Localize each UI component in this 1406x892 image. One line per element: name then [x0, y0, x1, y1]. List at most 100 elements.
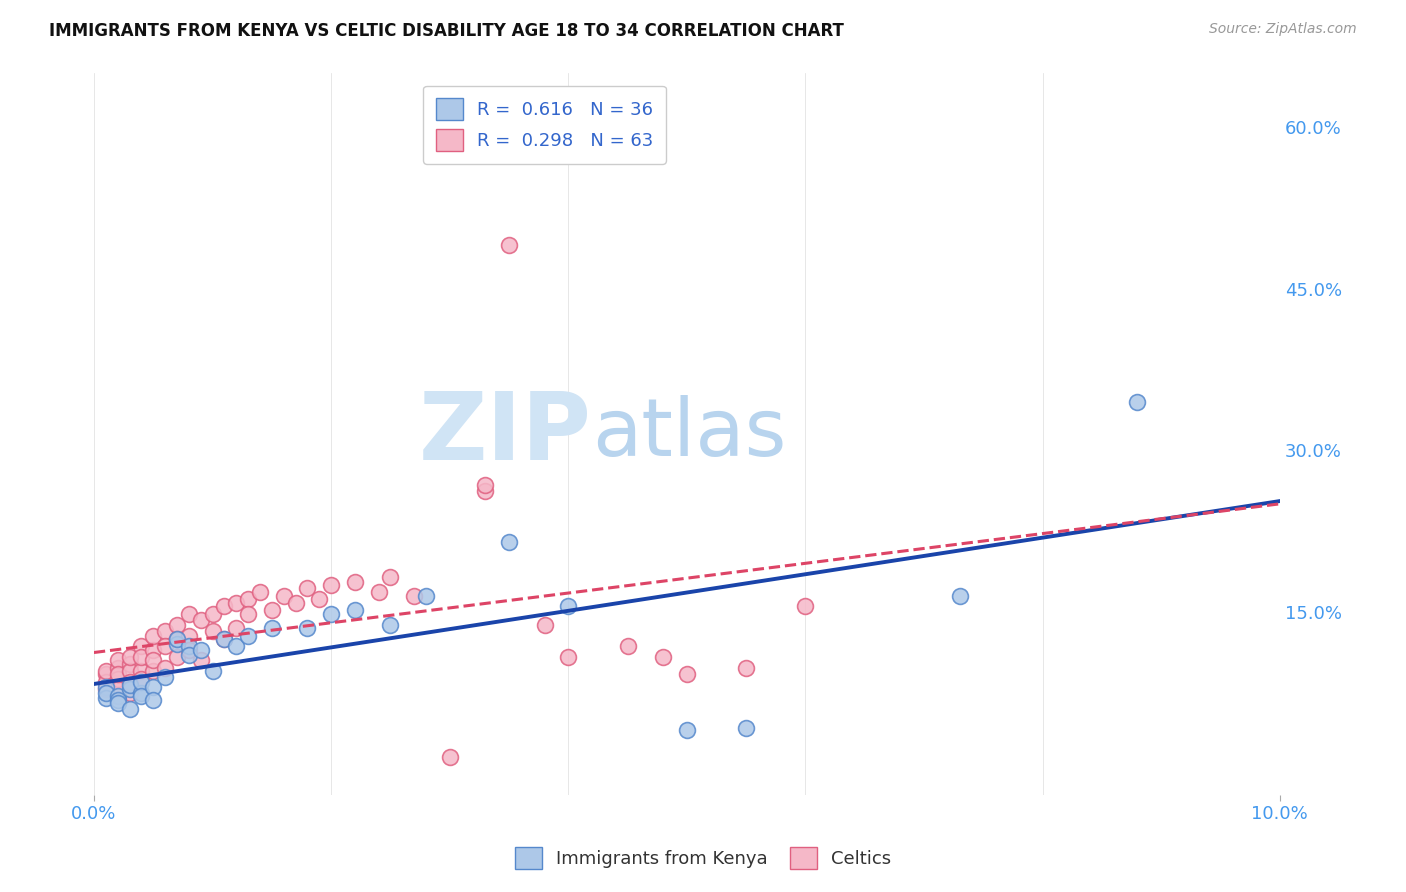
Point — [131, 650, 153, 665]
Point — [131, 689, 153, 703]
Legend: Immigrants from Kenya, Celtics: Immigrants from Kenya, Celtics — [506, 838, 900, 879]
Point — [107, 693, 129, 707]
Text: Source: ZipAtlas.com: Source: ZipAtlas.com — [1209, 22, 1357, 37]
Point — [557, 650, 579, 665]
Point — [153, 661, 176, 675]
Point — [118, 650, 141, 665]
Point — [94, 682, 117, 697]
Point — [107, 667, 129, 681]
Point — [94, 681, 117, 695]
Point — [94, 664, 117, 678]
Text: IMMIGRANTS FROM KENYA VS CELTIC DISABILITY AGE 18 TO 34 CORRELATION CHART: IMMIGRANTS FROM KENYA VS CELTIC DISABILI… — [49, 22, 844, 40]
Point — [225, 596, 247, 610]
Point — [142, 653, 165, 667]
Point — [949, 589, 972, 603]
Point — [118, 657, 141, 671]
Point — [131, 674, 153, 689]
Point — [153, 624, 176, 639]
Point — [201, 624, 224, 639]
Point — [118, 682, 141, 697]
Point — [214, 632, 236, 646]
Point — [225, 640, 247, 654]
Text: ZIP: ZIP — [419, 388, 592, 480]
Text: atlas: atlas — [592, 395, 786, 473]
Point — [153, 669, 176, 683]
Point — [236, 591, 259, 606]
Point — [676, 723, 699, 738]
Point — [177, 640, 200, 654]
Point — [201, 664, 224, 678]
Point — [107, 682, 129, 697]
Point — [273, 589, 295, 603]
Point — [142, 642, 165, 657]
Point — [404, 589, 426, 603]
Point — [652, 650, 675, 665]
Point — [474, 477, 496, 491]
Point — [735, 661, 758, 675]
Point — [94, 674, 117, 689]
Point — [343, 574, 366, 589]
Point — [236, 607, 259, 621]
Point — [284, 596, 307, 610]
Point — [131, 664, 153, 678]
Point — [260, 603, 283, 617]
Point — [498, 238, 520, 252]
Point — [214, 599, 236, 614]
Point — [166, 617, 188, 632]
Point — [94, 691, 117, 706]
Point — [118, 686, 141, 700]
Point — [177, 629, 200, 643]
Point — [118, 678, 141, 692]
Point — [225, 621, 247, 635]
Point — [190, 653, 212, 667]
Point — [439, 750, 461, 764]
Point — [380, 617, 402, 632]
Point — [166, 632, 188, 646]
Point — [498, 534, 520, 549]
Point — [214, 632, 236, 646]
Point — [319, 578, 342, 592]
Point — [676, 667, 699, 681]
Point — [142, 693, 165, 707]
Point — [367, 585, 389, 599]
Point — [142, 629, 165, 643]
Point — [297, 621, 319, 635]
Point — [166, 637, 188, 651]
Legend: R =  0.616   N = 36, R =  0.298   N = 63: R = 0.616 N = 36, R = 0.298 N = 63 — [423, 86, 666, 164]
Point — [297, 581, 319, 595]
Point — [557, 599, 579, 614]
Point — [735, 721, 758, 735]
Point — [153, 640, 176, 654]
Point — [94, 686, 117, 700]
Point — [118, 664, 141, 678]
Point — [1126, 394, 1149, 409]
Point — [236, 629, 259, 643]
Point — [343, 603, 366, 617]
Point — [308, 591, 330, 606]
Point — [142, 664, 165, 678]
Point — [107, 697, 129, 711]
Point — [177, 607, 200, 621]
Point — [177, 648, 200, 662]
Point — [107, 672, 129, 686]
Point — [131, 672, 153, 686]
Point — [166, 632, 188, 646]
Point — [794, 599, 817, 614]
Point — [131, 686, 153, 700]
Point — [190, 642, 212, 657]
Point — [107, 661, 129, 675]
Point — [249, 585, 271, 599]
Point — [319, 607, 342, 621]
Point — [616, 640, 638, 654]
Point — [177, 642, 200, 657]
Point — [474, 484, 496, 499]
Point — [190, 614, 212, 628]
Point — [107, 653, 129, 667]
Point — [107, 689, 129, 703]
Point — [380, 570, 402, 584]
Point — [201, 607, 224, 621]
Point — [142, 681, 165, 695]
Point — [131, 640, 153, 654]
Point — [118, 702, 141, 716]
Point — [166, 650, 188, 665]
